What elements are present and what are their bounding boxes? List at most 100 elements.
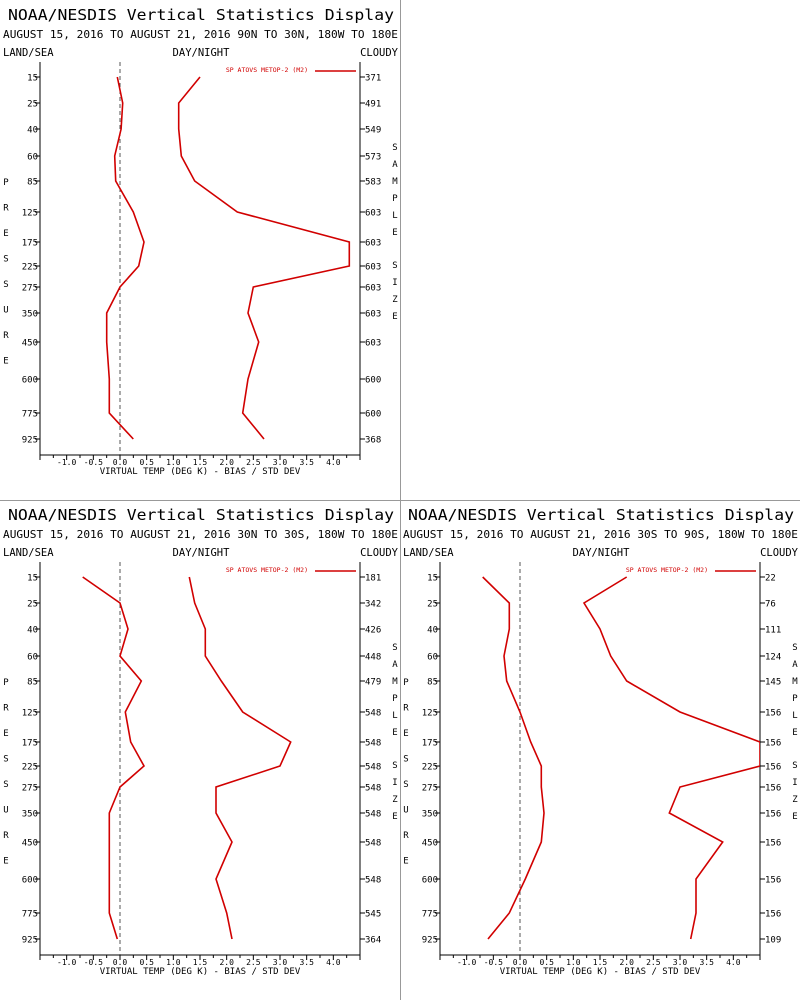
pressure-label-char: R	[403, 704, 409, 714]
day-night-label: DAY/NIGHT	[173, 547, 231, 559]
sample-size-value: 600	[365, 410, 381, 420]
pressure-tick-label: 600	[422, 876, 438, 886]
empty-panel	[401, 0, 800, 500]
x-tick-label: 4.0	[326, 458, 341, 467]
x-tick-label: 2.0	[619, 958, 634, 967]
sample-size-value: 583	[365, 178, 381, 188]
cloudy-label: CLOUDY	[360, 547, 399, 559]
sample-size-label-char: M	[792, 677, 798, 687]
sample-size-label-char: A	[392, 160, 398, 170]
sample-size-value: 448	[365, 653, 381, 663]
sample-size-label-char: P	[792, 694, 798, 704]
pressure-tick-label: 450	[22, 839, 38, 849]
sample-size-value: 156	[765, 839, 781, 849]
pressure-tick-label: 775	[22, 910, 38, 920]
pressure-tick-label: 925	[22, 936, 38, 946]
sample-size-value: 371	[365, 74, 381, 84]
day-night-label: DAY/NIGHT	[573, 547, 631, 559]
sample-size-label-char: I	[392, 278, 397, 288]
x-tick-label: 1.0	[166, 958, 181, 967]
std_dev-line	[177, 76, 351, 440]
sample-size-label-char: L	[392, 211, 397, 221]
pressure-tick-label: 25	[27, 600, 38, 610]
sample-size-value: 364	[365, 936, 381, 946]
pressure-tick-label: 125	[22, 709, 38, 719]
x-tick-label: 4.0	[726, 958, 741, 967]
vertical-stats-chart: NOAA/NESDIS Vertical Statistics Display A…	[3, 506, 399, 977]
land-sea-label: LAND/SEA	[3, 47, 54, 59]
x-tick-label: -1.0	[57, 458, 76, 467]
sample-size-label-char: P	[392, 194, 398, 204]
sample-size-value: 603	[365, 209, 381, 219]
x-tick-label: -0.5	[484, 958, 503, 967]
pressure-label-char: P	[403, 678, 409, 688]
x-tick-label: -1.0	[457, 958, 476, 967]
x-tick-label: 3.5	[699, 958, 714, 967]
sample-size-label-char: I	[792, 778, 797, 788]
pressure-tick-label: 225	[22, 763, 38, 773]
pressure-tick-label: 40	[27, 626, 38, 636]
pressure-tick-label: 85	[27, 678, 38, 688]
x-tick-label: 2.0	[219, 458, 234, 467]
sample-size-value: 600	[365, 376, 381, 386]
pressure-label-char: E	[3, 229, 8, 239]
sample-size-label-char: Z	[392, 295, 398, 305]
sample-size-label-char: M	[392, 177, 398, 187]
pressure-label-char: S	[3, 280, 8, 290]
x-tick-label: -1.0	[57, 958, 76, 967]
panel-south: NOAA/NESDIS Vertical Statistics Display A…	[400, 500, 800, 1000]
sample-size-value: 156	[765, 709, 781, 719]
x-tick-label: 1.5	[193, 458, 208, 467]
pressure-tick-label: 125	[422, 709, 438, 719]
sample-size-value: 548	[365, 763, 381, 773]
sample-size-label-char: E	[392, 728, 397, 738]
chart-subtitle: AUGUST 15, 2016 TO AUGUST 21, 2016 90N T…	[3, 29, 398, 41]
sample-size-value: 548	[365, 876, 381, 886]
land-sea-label: LAND/SEA	[3, 547, 54, 559]
pressure-label-char: S	[3, 755, 8, 765]
pressure-label-char: E	[403, 729, 408, 739]
pressure-tick-label: 85	[427, 678, 438, 688]
sample-size-label-char: S	[392, 261, 397, 271]
x-axis-label: VIRTUAL TEMP (DEG K) - BIAS / STD DEV	[100, 967, 301, 977]
sample-size-value: 124	[765, 653, 781, 663]
std_dev-line	[582, 576, 760, 940]
pressure-tick-label: 925	[22, 436, 38, 446]
cloudy-label: CLOUDY	[760, 547, 799, 559]
sample-size-value: 548	[365, 810, 381, 820]
pressure-tick-label: 175	[22, 239, 38, 249]
sample-size-value: 603	[365, 310, 381, 320]
x-tick-label: 0.0	[113, 458, 128, 467]
chart-title: NOAA/NESDIS Vertical Statistics Display	[8, 6, 394, 24]
legend-label: SP ATOVS METOP-2 (M2)	[626, 566, 708, 574]
pressure-tick-label: 775	[22, 410, 38, 420]
sample-size-label-char: S	[392, 143, 397, 153]
pressure-label-char: E	[3, 857, 8, 867]
x-tick-label: 1.5	[193, 958, 208, 967]
pressure-label-char: P	[3, 678, 9, 688]
pressure-tick-label: 600	[22, 876, 38, 886]
pressure-tick-label: 15	[27, 574, 38, 584]
x-tick-label: 3.5	[299, 958, 314, 967]
land-sea-label: LAND/SEA	[403, 547, 454, 559]
sample-size-value: 603	[365, 263, 381, 273]
pressure-tick-label: 450	[22, 339, 38, 349]
bias-line	[82, 576, 146, 940]
pressure-tick-label: 60	[27, 153, 38, 163]
pressure-tick-label: 175	[22, 739, 38, 749]
x-tick-label: 0.5	[139, 958, 154, 967]
sample-size-value: 156	[765, 784, 781, 794]
pressure-tick-label: 175	[422, 739, 438, 749]
sample-size-label-char: L	[392, 711, 397, 721]
x-tick-label: 0.5	[539, 958, 554, 967]
sample-size-value: 111	[765, 626, 781, 636]
pressure-label-char: U	[3, 806, 8, 816]
pressure-label-char: S	[403, 755, 408, 765]
sample-size-value: 156	[765, 763, 781, 773]
pressure-label-char: R	[3, 831, 9, 841]
sample-size-label-char: E	[392, 228, 397, 238]
pressure-label-char: S	[3, 255, 8, 265]
x-tick-label: 2.5	[246, 458, 261, 467]
sample-size-value: 548	[365, 739, 381, 749]
pressure-tick-label: 25	[427, 600, 438, 610]
